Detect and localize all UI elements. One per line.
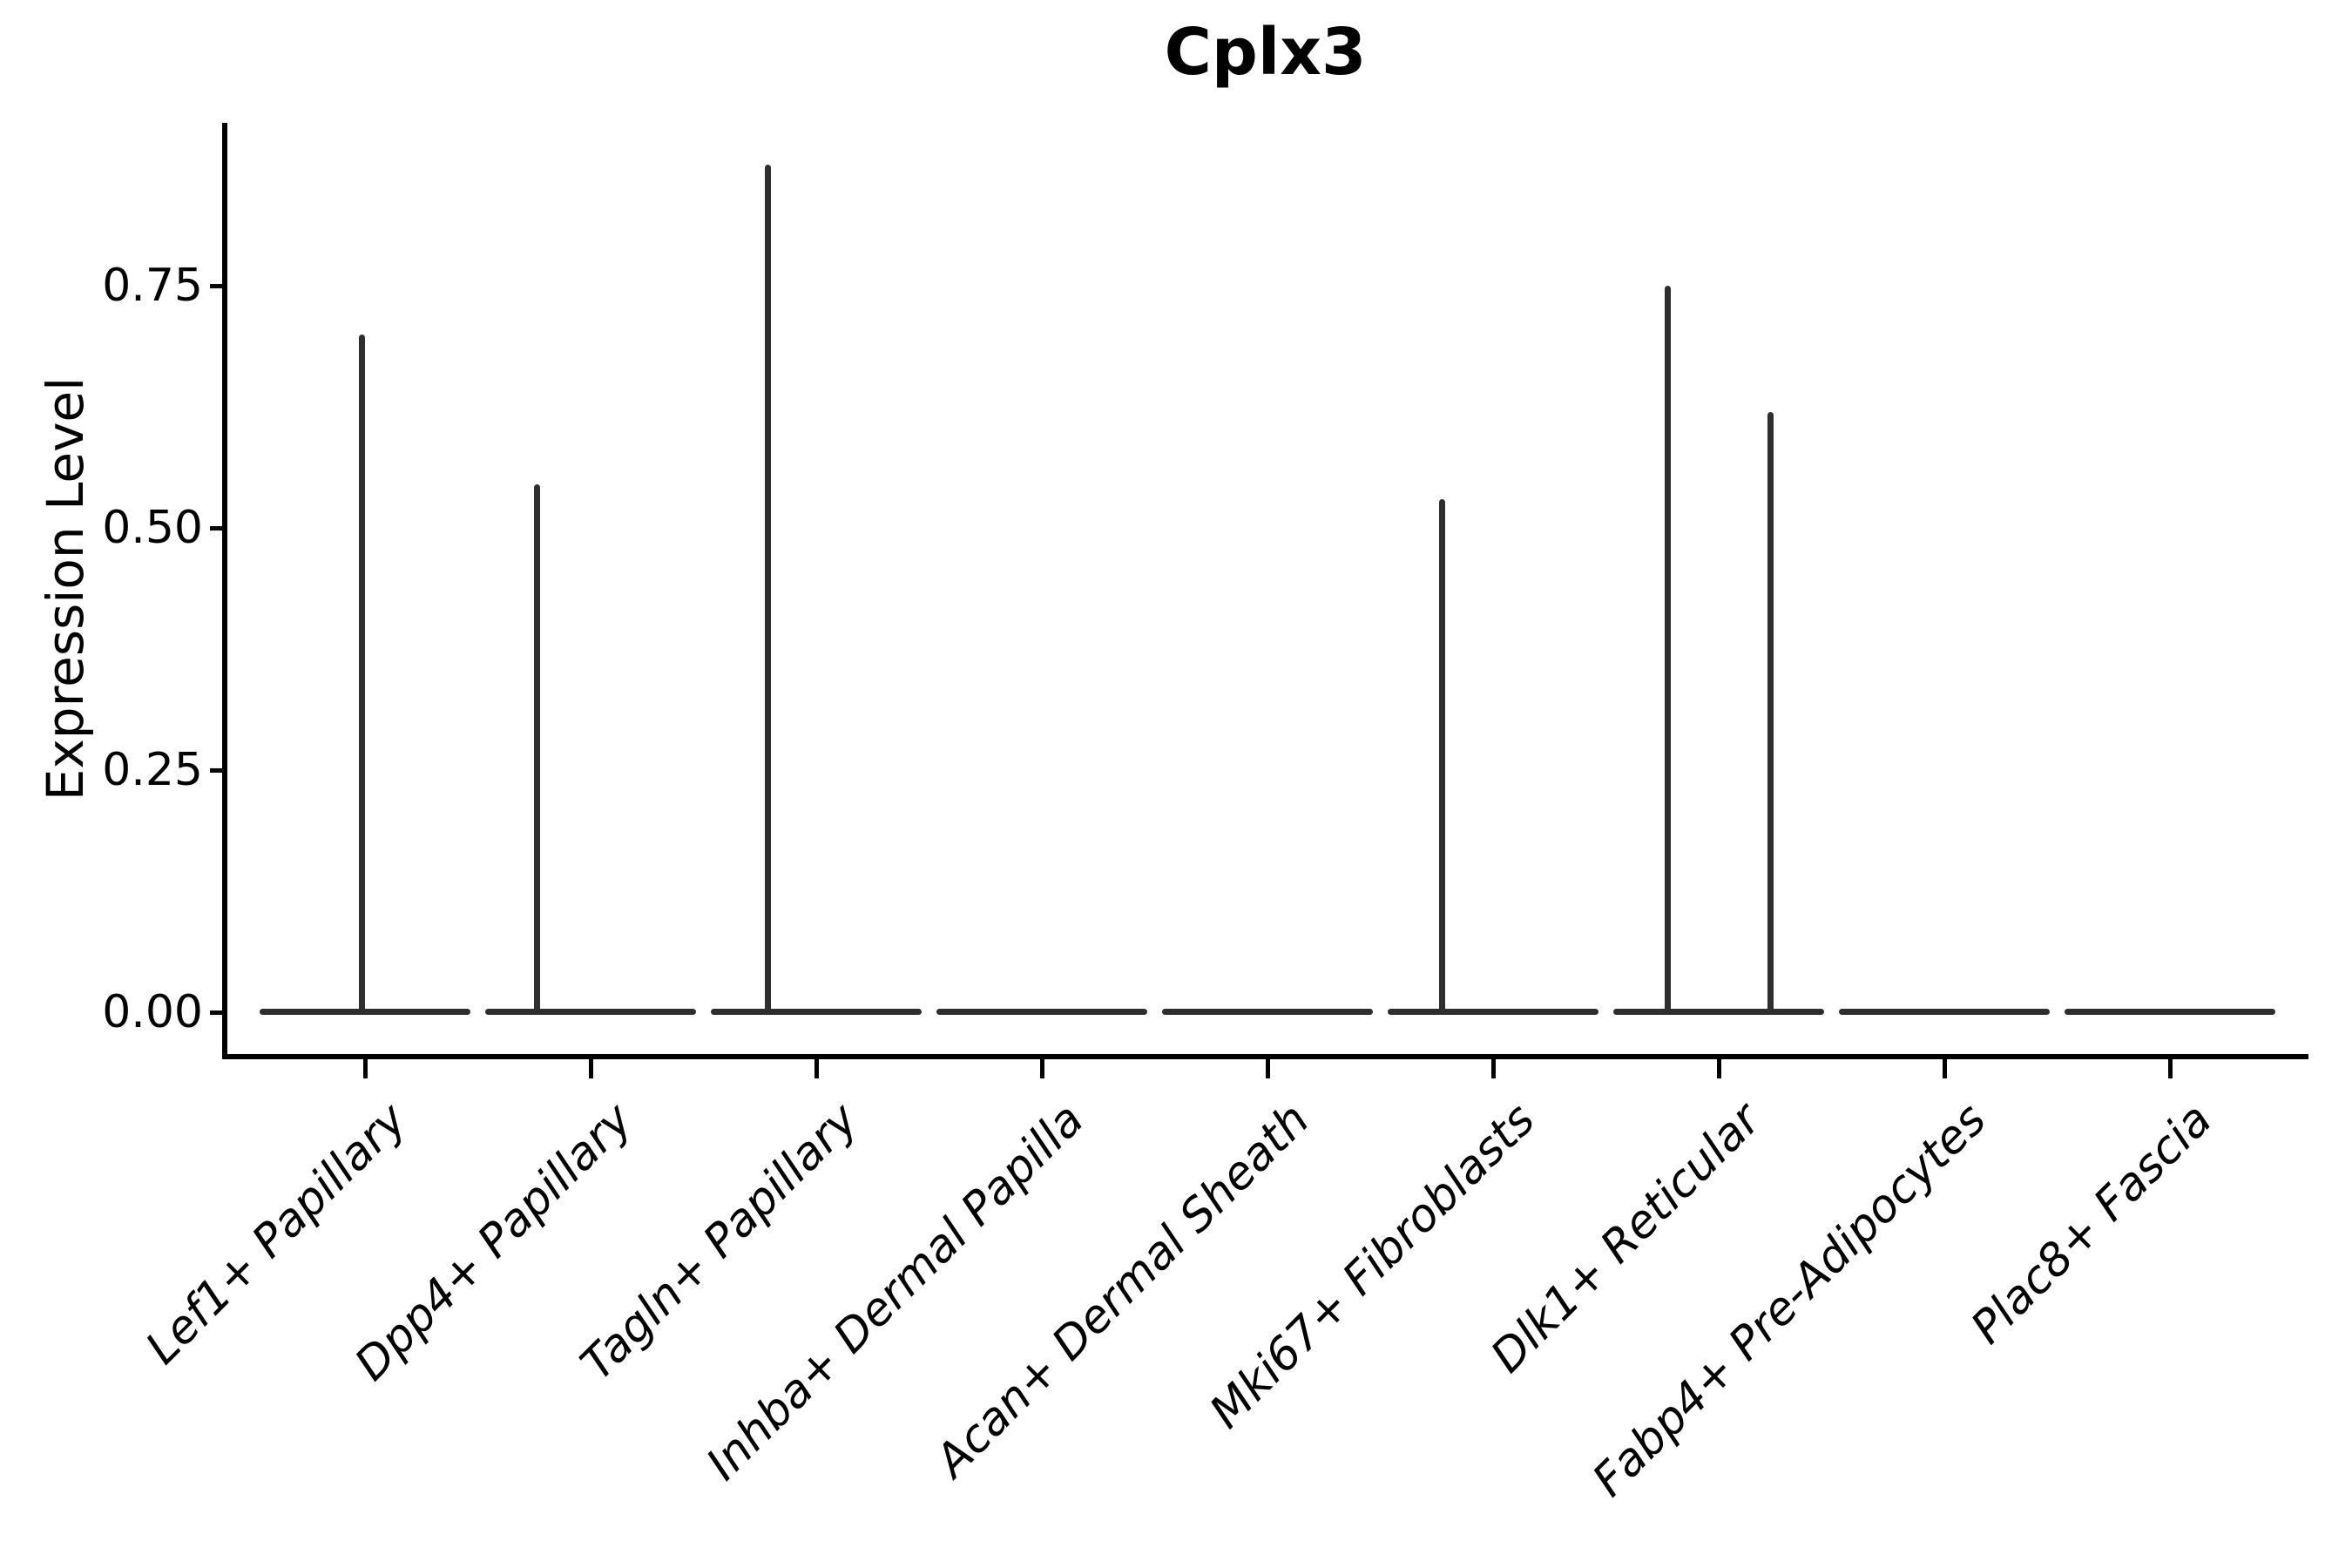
x-tick-mark bbox=[1490, 1059, 1496, 1078]
violin-spike bbox=[1438, 498, 1445, 1014]
y-axis-label: Expression Level bbox=[36, 376, 95, 801]
x-tick-mark bbox=[362, 1059, 368, 1078]
violin-spike bbox=[1767, 411, 1774, 1014]
x-axis-category-label: Plac8+ Fascia bbox=[1961, 1093, 2222, 1355]
violin-spike bbox=[358, 334, 365, 1014]
violin-base bbox=[485, 1009, 696, 1015]
x-axis-category-label: Mki67+ Fibroblasts bbox=[1200, 1093, 1545, 1439]
x-axis-spine bbox=[222, 1054, 2308, 1059]
x-axis-category-label: Fabp4+ Pre-Adipocytes bbox=[1583, 1093, 1997, 1507]
x-tick-mark bbox=[2167, 1059, 2173, 1078]
x-tick-mark bbox=[1265, 1059, 1270, 1078]
x-tick-mark bbox=[1716, 1059, 1721, 1078]
y-tick-mark bbox=[210, 767, 224, 773]
violin-base bbox=[260, 1009, 470, 1015]
y-tick-label: 0.25 bbox=[102, 744, 203, 796]
x-axis-category-label: Tagln+ Papillary bbox=[571, 1093, 868, 1391]
y-tick-mark bbox=[210, 1010, 224, 1015]
x-tick-mark bbox=[1942, 1059, 1947, 1078]
violin-base bbox=[2065, 1009, 2275, 1015]
x-axis-category-label: Dpp4+ Papillary bbox=[345, 1093, 643, 1391]
violin-base bbox=[1839, 1009, 2050, 1015]
violin-base bbox=[1388, 1009, 1598, 1015]
x-tick-mark bbox=[588, 1059, 593, 1078]
x-axis-category-label: Dlk1+ Reticular bbox=[1481, 1093, 1771, 1383]
violin-base bbox=[1613, 1009, 1824, 1015]
x-axis-category-label: Inhba+ Dermal Papilla bbox=[696, 1093, 1094, 1491]
violin-spike bbox=[764, 165, 771, 1014]
plot-title: Cplx3 bbox=[1164, 15, 1367, 90]
y-tick-label: 0.00 bbox=[102, 986, 203, 1038]
x-tick-mark bbox=[814, 1059, 819, 1078]
violin-base bbox=[711, 1009, 922, 1015]
y-axis-spine bbox=[222, 123, 227, 1059]
y-tick-label: 0.75 bbox=[102, 260, 203, 312]
y-tick-mark bbox=[210, 525, 224, 531]
x-tick-mark bbox=[1039, 1059, 1044, 1078]
violin-spike bbox=[1664, 286, 1671, 1014]
x-axis-category-label: Acan+ Dermal Sheath bbox=[925, 1093, 1320, 1488]
y-tick-label: 0.50 bbox=[102, 502, 203, 554]
y-tick-mark bbox=[210, 283, 224, 288]
violin-base bbox=[936, 1009, 1147, 1015]
violin-base bbox=[1162, 1009, 1373, 1015]
violin-spike bbox=[533, 483, 540, 1014]
